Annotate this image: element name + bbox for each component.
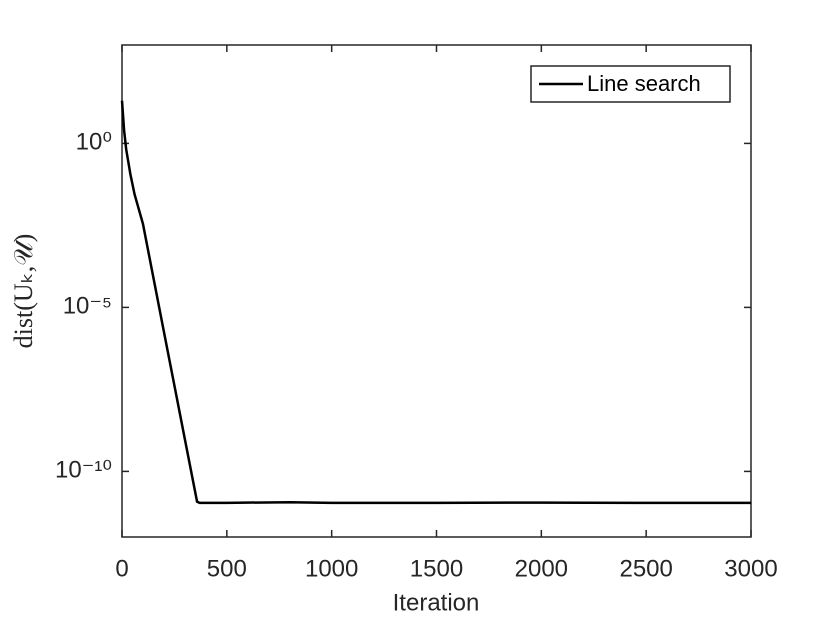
x-tick-label: 500	[207, 555, 247, 582]
y-tick-label: 10⁻⁵	[63, 293, 112, 320]
legend-label: Line search	[587, 71, 701, 96]
y-tick-label: 10⁰	[76, 129, 112, 156]
x-axis-label: Iteration	[393, 589, 480, 616]
x-tick-label: 0	[115, 555, 128, 582]
x-tick-label: 2000	[515, 555, 568, 582]
y-axis-label: dist(Uₖ,𝒰)	[9, 234, 38, 349]
x-tick-label: 3000	[724, 555, 777, 582]
x-tick-label: 2500	[619, 555, 672, 582]
data-line	[120, 100, 751, 505]
y-tick-label: 10⁻¹⁰	[55, 457, 112, 484]
x-tick-label: 1000	[305, 555, 358, 582]
plot-area	[121, 44, 752, 538]
x-tick-label: 1500	[410, 555, 463, 582]
